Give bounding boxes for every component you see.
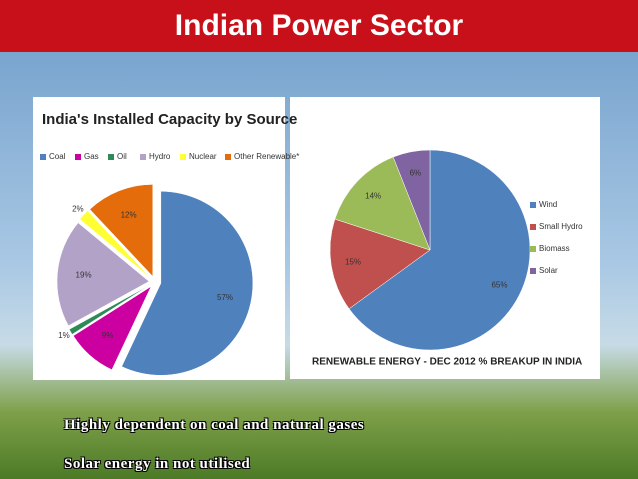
legend-swatch: [180, 154, 186, 160]
legend-label: Hydro: [149, 152, 171, 161]
legend-swatch: [530, 246, 536, 252]
legend-swatch: [530, 224, 536, 230]
legend-swatch: [108, 154, 114, 160]
legend-label: Solar: [539, 266, 558, 275]
legend-swatch: [140, 154, 146, 160]
pie-slice: [79, 210, 151, 279]
bullet: Solar energy in not utilised: [64, 456, 251, 472]
bullet: Highly dependent on coal and natural gas…: [64, 417, 365, 433]
data-label: 1%: [58, 331, 70, 340]
legend-swatch: [75, 154, 81, 160]
legend-label: Oil: [117, 152, 127, 161]
slide-title: Indian Power Sector: [0, 0, 638, 52]
data-label: 6%: [410, 168, 422, 177]
pie-slice: [73, 285, 152, 371]
legend-label: Small Hydro: [539, 222, 583, 231]
data-label: 65%: [491, 281, 507, 290]
chart-title: RENEWABLE ENERGY - DEC 2012 % BREAKUP IN…: [312, 357, 582, 368]
pie-slice: [329, 218, 431, 310]
pie-slice: [121, 191, 254, 376]
legend-label: Other Renewable*: [234, 152, 299, 161]
data-label: 57%: [217, 293, 233, 302]
pie-slice: [348, 149, 531, 351]
data-label: 15%: [345, 257, 361, 266]
legend-label: Gas: [84, 152, 99, 161]
chart-title: India's Installed Capacity by Source: [42, 111, 297, 128]
legend-label: Nuclear: [189, 152, 217, 161]
legend-label: Wind: [539, 200, 557, 209]
pie-slice: [68, 284, 150, 335]
data-label: 19%: [76, 270, 92, 279]
pie-slice: [89, 184, 154, 278]
data-label: 14%: [365, 192, 381, 201]
pie-slice: [56, 222, 150, 327]
legend-swatch: [530, 202, 536, 208]
pie-slice: [392, 149, 431, 251]
data-label: 2%: [72, 205, 84, 214]
legend-label: Coal: [49, 152, 66, 161]
legend-swatch: [225, 154, 231, 160]
data-label: 9%: [102, 331, 114, 340]
legend-swatch: [530, 268, 536, 274]
data-label: 12%: [121, 210, 137, 219]
legend-swatch: [40, 154, 46, 160]
pie-slice: [334, 156, 431, 251]
legend-label: Biomass: [539, 244, 570, 253]
